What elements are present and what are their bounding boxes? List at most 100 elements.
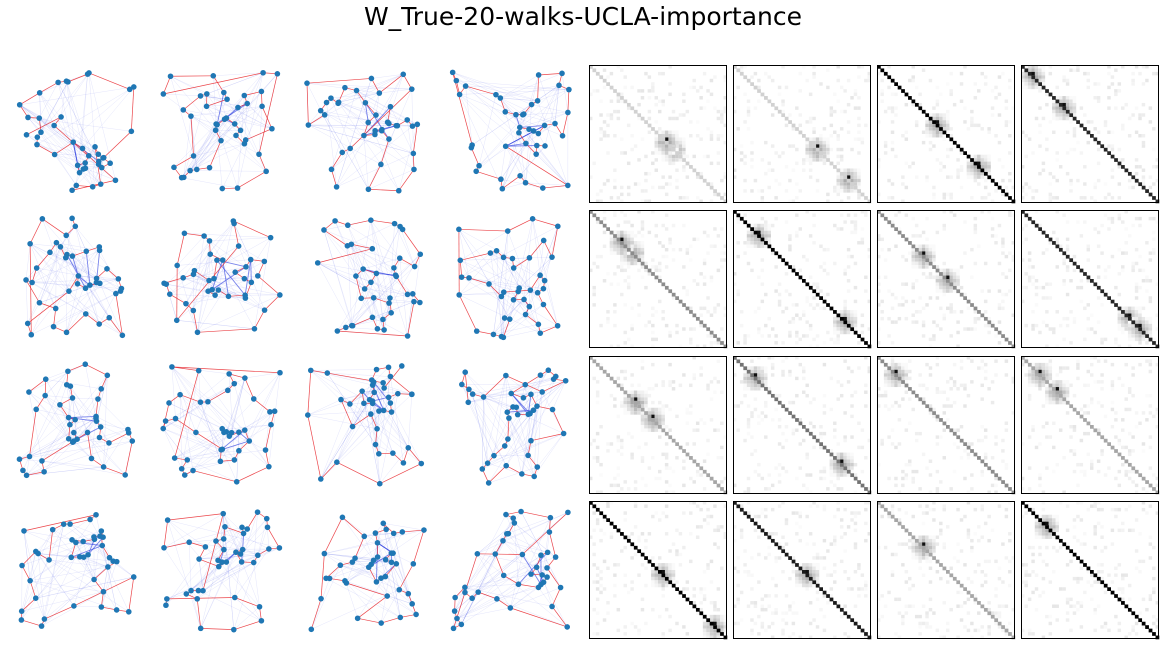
matrix-cell xyxy=(668,154,672,159)
matrix-cell xyxy=(695,175,700,179)
matrix-cell xyxy=(623,237,627,242)
weighted-edge xyxy=(222,513,235,630)
matrix-cell xyxy=(925,127,929,131)
matrix-cell xyxy=(654,158,658,162)
weighted-edge xyxy=(39,246,61,303)
graph-node xyxy=(214,257,220,263)
graph-node xyxy=(51,122,57,129)
matrix-cell xyxy=(846,330,851,335)
graph-node xyxy=(268,421,274,428)
matrix-cell xyxy=(1107,144,1111,148)
graph-node xyxy=(181,230,188,237)
weighted-edge xyxy=(206,103,248,107)
weighted-edge xyxy=(185,296,229,304)
walk-edge xyxy=(529,240,544,259)
weighted-edge xyxy=(221,527,243,563)
matrix-cell xyxy=(815,303,820,307)
matrix-cell xyxy=(654,144,658,148)
graph-node xyxy=(522,179,529,186)
matrix-cell xyxy=(1041,161,1046,166)
weighted-edge xyxy=(354,558,413,605)
matrix-panel xyxy=(1021,65,1160,204)
weighted-edge xyxy=(54,154,86,164)
matrix-cell xyxy=(1031,71,1035,76)
matrix-diagonal-cell xyxy=(921,254,926,259)
matrix-cell xyxy=(819,306,823,311)
graph-node xyxy=(549,254,555,260)
matrix-cell xyxy=(757,227,761,231)
matrix-cell xyxy=(932,144,936,148)
graph-node xyxy=(411,166,417,173)
weighted-edge xyxy=(88,72,96,147)
matrix-cell xyxy=(1024,78,1028,83)
graph-node xyxy=(333,184,340,190)
matrix-cell xyxy=(1031,196,1035,200)
weighted-edge xyxy=(163,428,188,461)
matrix-cell xyxy=(959,185,964,190)
weighted-edge xyxy=(503,325,558,338)
weighted-edge xyxy=(212,261,265,290)
weighted-edge xyxy=(66,254,86,289)
walk-edge xyxy=(402,529,424,533)
matrix-cell xyxy=(994,85,998,90)
graph-node xyxy=(220,510,227,517)
walk-edge xyxy=(39,82,59,94)
weighted-edge xyxy=(344,87,413,127)
matrix-cell xyxy=(935,99,940,103)
weighted-edge xyxy=(461,252,491,278)
matrix-cell xyxy=(695,282,700,286)
matrix-diagonal-cell xyxy=(661,282,666,287)
matrix-cell xyxy=(716,234,721,238)
matrix-diagonal-cell xyxy=(1062,106,1067,111)
matrix-diagonal-cell xyxy=(654,275,659,280)
matrix-cell xyxy=(853,171,858,176)
matrix-cell xyxy=(668,241,672,245)
walk-edge xyxy=(254,309,265,329)
matrix-diagonal-cell xyxy=(987,175,992,180)
matrix-cell xyxy=(699,85,703,90)
weighted-edge xyxy=(224,119,246,141)
matrix-diagonal-cell xyxy=(908,96,912,100)
matrix-cell xyxy=(894,213,898,217)
matrix-cell xyxy=(857,196,861,200)
matrix-cell xyxy=(932,116,936,121)
matrix-diagonal-cell xyxy=(1103,147,1108,152)
matrix-cell xyxy=(1058,96,1063,100)
graph-node xyxy=(34,134,41,140)
matrix-cell xyxy=(826,85,830,90)
weighted-edge xyxy=(200,538,224,629)
weighted-edge xyxy=(461,276,544,289)
matrix-cell xyxy=(658,71,662,76)
weighted-edge xyxy=(103,442,110,467)
matrix-diagonal-cell xyxy=(739,71,744,76)
matrix-cell xyxy=(826,140,830,145)
matrix-diagonal-cell xyxy=(883,216,888,221)
matrix-cell xyxy=(853,220,858,224)
graph-node xyxy=(100,464,107,470)
weighted-edge xyxy=(44,371,69,396)
weighted-edge xyxy=(30,243,61,248)
graph-node xyxy=(533,151,539,157)
matrix-cell xyxy=(1065,106,1070,110)
matrix-cell xyxy=(609,71,614,76)
matrix-cell xyxy=(630,147,634,152)
matrix-cell xyxy=(812,116,816,121)
weighted-edge xyxy=(176,265,198,333)
matrix-cell xyxy=(1001,299,1005,304)
weighted-edge xyxy=(459,94,543,189)
weighted-edge xyxy=(490,252,526,315)
matrix-cell xyxy=(1001,178,1005,183)
weighted-edge xyxy=(171,366,176,419)
matrix-cell xyxy=(921,306,926,311)
matrix-diagonal-cell xyxy=(1052,96,1056,100)
graph-node xyxy=(164,517,171,523)
weighted-edge xyxy=(197,294,280,333)
matrix-cell xyxy=(592,289,596,293)
weighted-edge xyxy=(224,106,263,120)
matrix-cell xyxy=(668,158,672,162)
walk-edge xyxy=(163,76,171,95)
matrix-diagonal-cell xyxy=(812,144,817,149)
graph-node xyxy=(16,101,23,108)
matrix-cell xyxy=(946,192,950,197)
graph-node xyxy=(106,554,113,561)
